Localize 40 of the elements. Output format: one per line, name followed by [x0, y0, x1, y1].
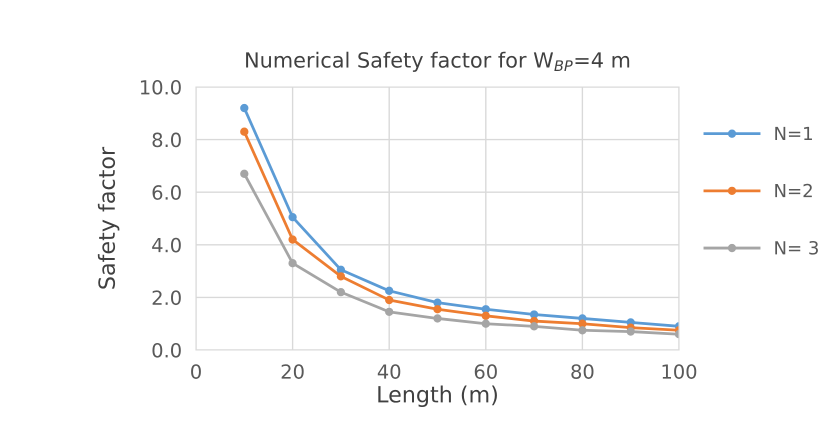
point [240, 128, 248, 136]
x-tick-label: 80 [571, 364, 594, 379]
point [530, 322, 538, 330]
y-tick-label: 8.0 [152, 132, 181, 148]
x-tick-label: 20 [282, 364, 304, 379]
point [288, 235, 297, 244]
point [240, 104, 248, 112]
point [385, 296, 394, 304]
point [578, 326, 587, 334]
x-tick-label: 40 [378, 364, 400, 379]
point [578, 320, 587, 328]
y-tick-label: 10.0 [140, 80, 181, 95]
point [433, 314, 442, 323]
y-tick-label: 0.0 [152, 342, 181, 358]
y-tick-label: 2.0 [152, 290, 181, 306]
y-axis-title: Safety factor [98, 146, 120, 289]
point [626, 327, 635, 336]
x-tick-label: 60 [474, 364, 497, 379]
point [336, 288, 346, 296]
point [336, 272, 346, 281]
point [433, 298, 442, 307]
legend-label: N=2 [775, 184, 812, 198]
y-tick-label: 6.0 [152, 185, 181, 200]
point [385, 308, 394, 316]
point [288, 259, 297, 268]
point [385, 286, 394, 295]
point [482, 305, 490, 314]
legend-label: N= 3 [775, 240, 818, 255]
x-tick-label: 0 [191, 364, 201, 379]
x-axis-title: Length (m) [378, 385, 497, 407]
point [288, 213, 297, 222]
point [482, 312, 490, 320]
x-tick-label: 100 [662, 364, 696, 379]
chart-title: Numerical Safety factor for W$_{BP}$=4 m [246, 52, 630, 72]
point [433, 305, 442, 314]
point [336, 266, 346, 274]
point [240, 170, 248, 178]
y-tick-label: 4.0 [152, 238, 181, 252]
point [482, 320, 490, 328]
legend-label: N=1 [775, 126, 812, 140]
